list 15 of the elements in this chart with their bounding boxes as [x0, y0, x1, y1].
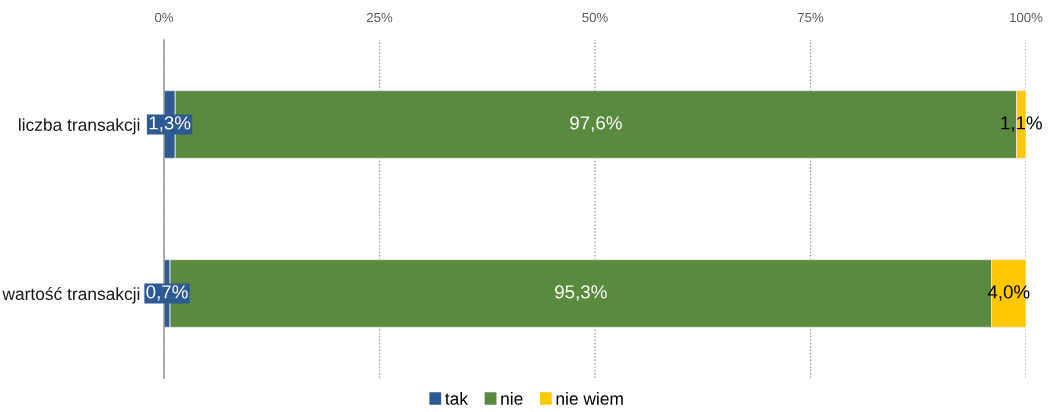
data-label: 1,1% — [1001, 116, 1042, 132]
data-label: 95,3% — [555, 285, 607, 301]
data-label: 0,7% — [146, 285, 188, 301]
data-label: 97,6% — [570, 116, 622, 132]
x-tick-label: 100% — [1010, 12, 1043, 23]
x-tick-label: 0% — [154, 12, 174, 23]
y-tick-label: liczba transakcji — [19, 118, 140, 135]
y-tick-label: wartość transakcji — [2, 287, 140, 304]
legend-label: nie — [501, 392, 523, 405]
x-tick-label: 25% — [366, 12, 393, 23]
legend-label: nie wiem — [556, 392, 623, 405]
x-tick-label: 75% — [797, 12, 824, 23]
x-tick-label: 50% — [582, 12, 608, 23]
data-label: 1,3% — [149, 116, 191, 132]
legend-label: tak — [445, 392, 469, 405]
